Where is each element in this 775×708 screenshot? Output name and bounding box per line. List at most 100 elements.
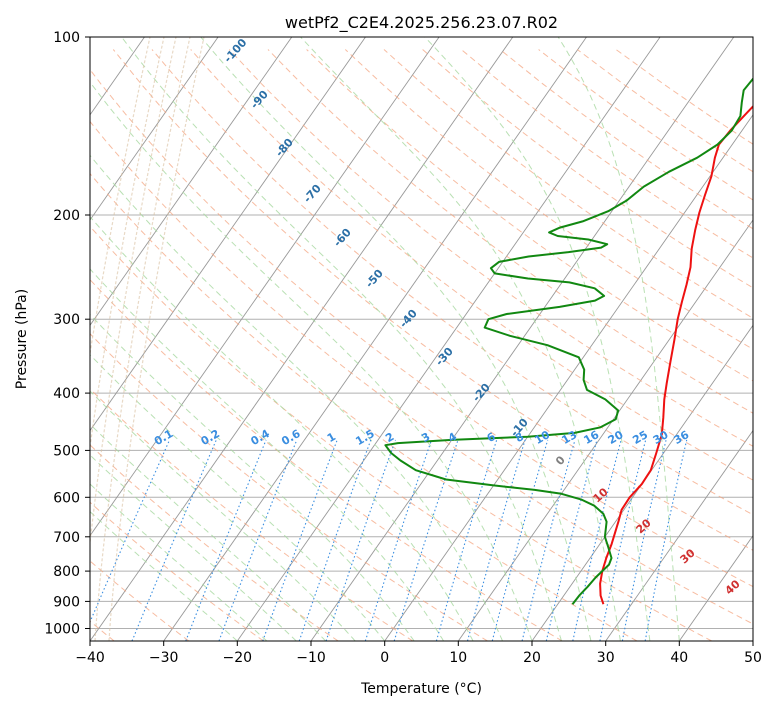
x-tick-label: 40 — [670, 650, 688, 666]
x-axis-label: Temperature (°C) — [360, 681, 482, 697]
dry-adiabat-label: 30 — [678, 546, 698, 566]
isotherm-line — [163, 37, 587, 641]
auxiliary-curve — [94, 37, 191, 641]
mixing-ratio-line — [185, 439, 267, 641]
isotherm-line — [0, 37, 71, 641]
dry-adiabat-line — [90, 333, 488, 641]
isotherm-line — [605, 429, 753, 641]
mixing-ratio-label: 0.6 — [279, 427, 303, 448]
mixing-ratio-line — [491, 439, 549, 641]
moist-adiabat-label: 0 — [553, 453, 568, 468]
mixing-ratio-line — [521, 439, 576, 641]
dry-adiabat-line — [90, 225, 638, 641]
plot-area — [0, 37, 753, 641]
moist-adiabat-line — [424, 37, 651, 641]
isotherm-line — [384, 114, 753, 641]
x-tick-label: −30 — [149, 650, 179, 666]
isotherm-line — [90, 37, 440, 537]
mixing-ratio-line — [325, 439, 397, 641]
moist-adiabat-label: -90 — [248, 88, 271, 112]
moist-adiabat-line — [200, 37, 592, 641]
isotherm-line — [90, 37, 219, 221]
dry-adiabat-label: 20 — [634, 516, 654, 536]
moist-adiabat-label: -70 — [301, 182, 324, 206]
dry-adiabat-line — [228, 49, 753, 447]
moist-adiabat-label: -60 — [331, 226, 354, 250]
dry-adiabat-line — [90, 68, 753, 588]
dry-adiabat-line — [344, 49, 753, 350]
moist-adiabat-label: -20 — [470, 381, 493, 405]
dry-adiabat-line — [267, 49, 753, 414]
isotherm-line — [752, 640, 753, 641]
mixing-ratio-label: 20 — [606, 428, 626, 447]
line-labels: 0.1 0.2 0.4 0.6 1 1.5 2 3 4 6 8 10 13 16 20 25 30 36-100-… — [152, 36, 743, 597]
dry-adiabat-line — [615, 49, 753, 145]
series-line-temperature — [599, 105, 753, 605]
x-tick-label: 10 — [449, 650, 467, 666]
auxiliary-curve — [108, 37, 205, 641]
mixing-ratio-label: 0.1 — [152, 427, 175, 448]
moist-adiabat-line — [300, 37, 621, 641]
y-tick-label: 100 — [53, 30, 80, 46]
isotherm-line — [531, 324, 753, 641]
x-tick-label: −20 — [223, 650, 253, 666]
moist-adiabat-line — [90, 354, 386, 641]
x-tick-label: 20 — [523, 650, 541, 666]
moist-adiabat-line — [557, 37, 680, 641]
isotherm-line — [236, 37, 661, 641]
mixing-ratio-line — [621, 439, 667, 641]
y-tick-label: 500 — [53, 443, 80, 459]
mixing-ratio-line — [262, 439, 338, 641]
mixing-ratio-label: 30 — [651, 428, 671, 447]
isotherm-line — [90, 37, 366, 432]
moist-adiabat-line — [121, 37, 562, 641]
x-tick-label: −40 — [75, 650, 105, 666]
chart-title: wetPf2_C2E4.2025.256.23.07.R02 — [285, 13, 558, 33]
y-tick-label: 400 — [53, 386, 80, 402]
x-tick-label: 30 — [597, 650, 615, 666]
mixing-ratio-line — [364, 439, 433, 641]
moist-adiabat-label: -50 — [363, 267, 386, 291]
auxiliary-curve — [90, 37, 177, 548]
moist-adiabat-line — [90, 454, 297, 641]
mixing-ratio-label: 10 — [532, 428, 552, 447]
y-tick-label: 700 — [53, 530, 80, 546]
mixing-ratio-line — [298, 439, 372, 641]
series-line-dewpoint — [384, 77, 753, 605]
mixing-ratio-line — [599, 439, 647, 641]
dry-adiabat-line — [422, 49, 753, 289]
moist-adiabat-line — [90, 215, 474, 641]
y-tick-label: 200 — [53, 208, 80, 224]
axes: −40 −30 −20 −10 0 10 20 30 40 5010020030040050060… — [44, 30, 762, 666]
isotherm-line — [678, 534, 753, 641]
mixing-ratio-line — [90, 439, 171, 624]
y-tick-label: 900 — [53, 594, 80, 610]
moist-adiabat-label: -30 — [433, 345, 456, 369]
moist-adiabat-label: -40 — [397, 307, 420, 331]
y-tick-label: 1000 — [44, 622, 80, 638]
moist-adiabat-line — [90, 423, 327, 641]
y-axis-label: Pressure (hPa) — [14, 289, 30, 389]
x-tick-label: −10 — [296, 650, 326, 666]
mixing-ratio-label: 0.2 — [199, 427, 222, 448]
dry-adiabat-line — [112, 49, 753, 551]
mixing-ratio-line — [644, 439, 688, 641]
mixing-ratio-label: 13 — [560, 428, 580, 447]
moist-adiabat-label: -100 — [221, 36, 249, 65]
x-tick-label: 0 — [380, 650, 389, 666]
moist-adiabat-line — [90, 511, 238, 641]
moist-adiabat-line — [90, 81, 533, 641]
moist-adiabat-line — [90, 154, 503, 641]
mixing-ratio-line — [393, 439, 459, 641]
x-tick-label: 50 — [744, 650, 762, 666]
mixing-ratio-label: 25 — [630, 428, 650, 447]
mixing-ratio-line — [545, 439, 598, 641]
dry-adiabat-line — [90, 388, 414, 641]
mixing-ratio-label: 1.5 — [353, 427, 376, 448]
dry-adiabat-line — [190, 49, 753, 481]
mixing-ratio-line — [466, 439, 526, 641]
moist-adiabat-line — [90, 483, 268, 641]
dry-adiabat-line — [90, 278, 563, 641]
mixing-ratio-line — [435, 439, 498, 641]
